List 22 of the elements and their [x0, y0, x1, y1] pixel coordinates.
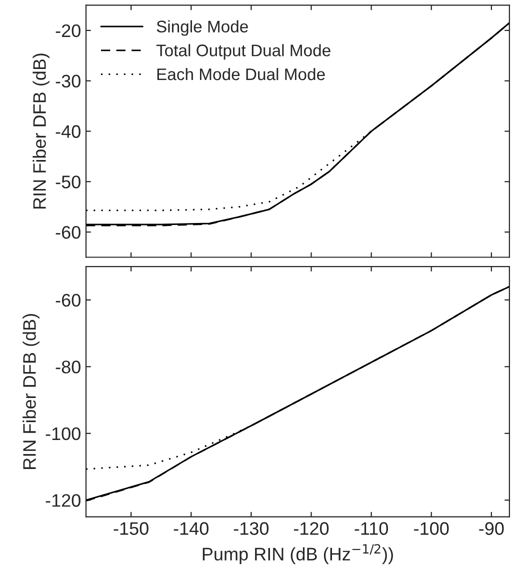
- x-tick-label: -90: [479, 522, 504, 535]
- x-axis-title: Pump RIN (dB (Hz$^{−1/2}$)): [202, 544, 393, 564]
- y-axis-title: RIN Fiber DFB (dB): [22, 314, 40, 469]
- legend-label: Total Output Dual Mode: [156, 44, 330, 60]
- x-tick-label: -100: [414, 522, 449, 535]
- legend-label: Each Mode Dual Mode: [157, 68, 325, 80]
- y-axis-title: RIN Fiber DFB (dB): [32, 54, 50, 209]
- x-tick-label: -110: [354, 522, 388, 535]
- legend-label: Single Mode: [156, 20, 248, 36]
- x-tick-label: -150: [114, 522, 148, 535]
- y-tick-label: -120: [46, 494, 80, 507]
- y-tick-label: -60: [56, 294, 80, 307]
- y-tick-label: -50: [56, 176, 80, 188]
- x-tick-label: -130: [234, 522, 269, 535]
- y-tick-label: -40: [56, 125, 80, 138]
- x-tick-label: -140: [174, 522, 208, 535]
- y-tick-label: -20: [56, 24, 80, 38]
- y-tick-label: -100: [46, 427, 80, 440]
- y-tick-label: -30: [56, 74, 80, 88]
- x-tick-label: -120: [294, 522, 329, 535]
- y-tick-label: -60: [56, 226, 80, 239]
- y-tick-label: -80: [56, 360, 80, 374]
